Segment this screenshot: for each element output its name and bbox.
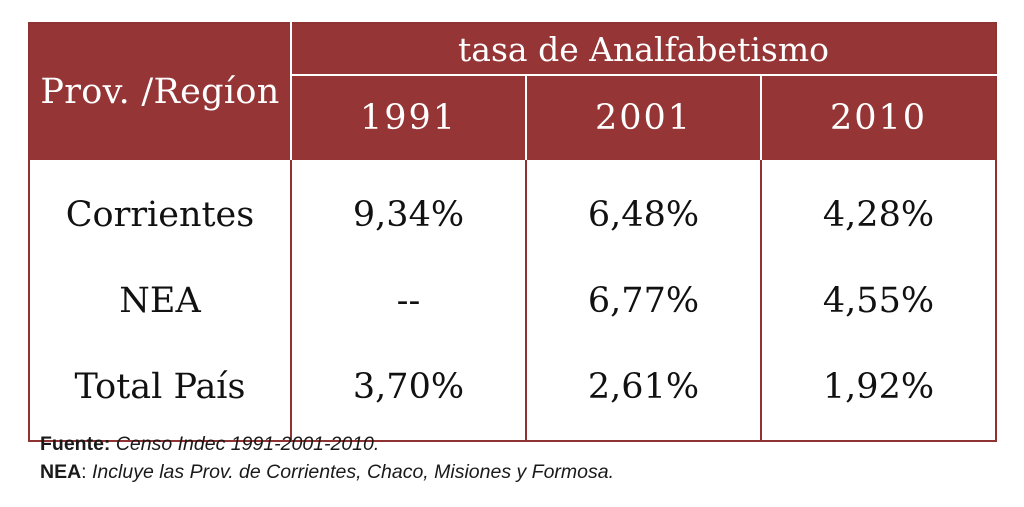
table-notes: Fuente: Censo Indec 1991-2001-2010. NEA:… bbox=[40, 430, 614, 486]
region-cell: NEA bbox=[28, 258, 292, 344]
table-header: Prov. /Regíon tasa de Analfabetismo 1991… bbox=[29, 23, 997, 160]
region-cell: Total País bbox=[28, 344, 292, 441]
rate-cell-1991: 9,34% bbox=[290, 160, 527, 258]
rate-cell-2010: 4,55% bbox=[759, 258, 998, 344]
rate-cell-2001: 6,48% bbox=[525, 160, 762, 258]
nea-text: Incluye las Prov. de Corrientes, Chaco, … bbox=[92, 461, 615, 483]
nea-note: NEA: Incluye las Prov. de Corrientes, Ch… bbox=[40, 458, 614, 486]
rate-cell-2010: 4,28% bbox=[759, 160, 998, 258]
rate-cell-2001: 2,61% bbox=[525, 344, 762, 441]
rate-group-header: tasa de Analfabetismo bbox=[289, 23, 997, 76]
region-column-header: Prov. /Regíon bbox=[29, 23, 292, 160]
literacy-table: Prov. /Regíon tasa de Analfabetismo 1991… bbox=[28, 22, 998, 442]
year-header-2001: 2001 bbox=[525, 74, 762, 160]
year-header-1991: 1991 bbox=[290, 74, 527, 160]
source-text: Censo Indec 1991-2001-2010. bbox=[115, 433, 380, 455]
nea-label: NEA bbox=[40, 461, 82, 483]
source-note: Fuente: Censo Indec 1991-2001-2010. bbox=[40, 430, 614, 458]
nea-separator: : bbox=[81, 461, 87, 483]
rate-cell-2001: 6,77% bbox=[525, 258, 762, 344]
rate-cell-1991: -- bbox=[290, 258, 527, 344]
source-label: Fuente: bbox=[40, 433, 111, 455]
table-row-total-pais: Total País 3,70% 2,61% 1,92% bbox=[28, 344, 998, 441]
table-row-corrientes: Corrientes 9,34% 6,48% 4,28% bbox=[28, 160, 998, 258]
rate-cell-2010: 1,92% bbox=[759, 344, 998, 441]
region-cell: Corrientes bbox=[28, 160, 292, 258]
table-row-nea: NEA -- 6,77% 4,55% bbox=[28, 258, 998, 344]
rate-cell-1991: 3,70% bbox=[290, 344, 527, 441]
year-header-2010: 2010 bbox=[759, 74, 997, 160]
table-body: Corrientes 9,34% 6,48% 4,28% NEA -- 6,77… bbox=[28, 160, 998, 441]
